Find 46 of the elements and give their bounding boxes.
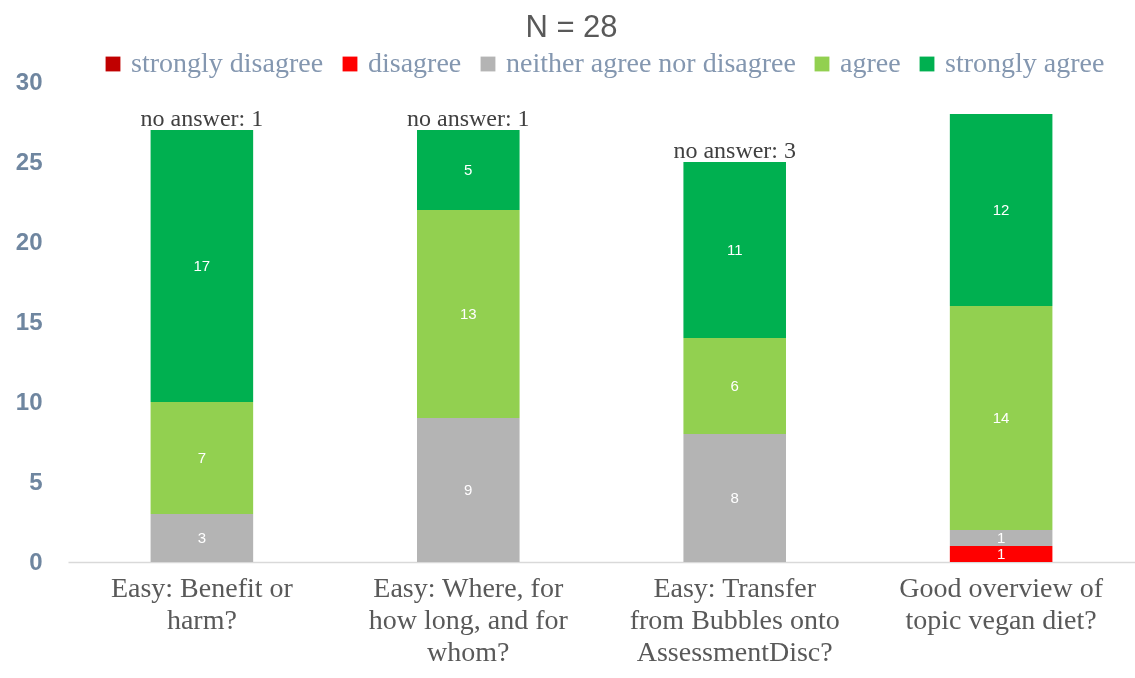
y-tick-label: 5 [29, 467, 43, 495]
x-tick-label: Easy: Transfer from Bubbles onto AssessmentDisc? [629, 571, 840, 667]
data-label: 7 [197, 449, 207, 466]
legend-label: strongly agree [945, 47, 1105, 78]
bar [949, 306, 1053, 530]
bar [150, 130, 254, 402]
chart-title: N = 28 [525, 9, 618, 44]
data-label: 12 [992, 201, 1010, 218]
x-tick-label: Easy: Benefit or harm? [110, 571, 294, 635]
x-tick-label: Easy: Where, for how long, and for whom? [368, 571, 569, 667]
bar [417, 130, 520, 210]
legend-label: agree [840, 47, 901, 78]
data-label: 6 [730, 377, 739, 394]
bar [949, 114, 1053, 306]
data-label: 1 [996, 529, 1006, 546]
data-label: 8 [730, 489, 739, 506]
y-tick-label: 10 [15, 387, 43, 415]
data-label: 17 [193, 257, 211, 274]
bar [949, 546, 1053, 562]
annotation: no answer: 1 [406, 105, 530, 131]
annotation: no answer: 1 [140, 105, 264, 131]
bar [949, 530, 1053, 546]
bar [417, 418, 520, 562]
legend-label: strongly disagree [131, 47, 324, 78]
legend-label: neither agree nor disagree [506, 47, 796, 78]
legend-label: disagree [368, 47, 462, 78]
bar [150, 514, 254, 562]
bar [683, 434, 786, 562]
y-tick-label: 30 [15, 67, 43, 95]
data-label: 11 [726, 241, 743, 258]
data-label: 1 [996, 545, 1006, 562]
data-label: 14 [992, 409, 1010, 426]
bar [150, 402, 254, 514]
data-label: 3 [197, 529, 207, 546]
y-tick-label: 25 [15, 147, 43, 175]
data-label: 9 [464, 481, 473, 498]
y-tick-label: 15 [15, 307, 43, 335]
y-tick-label: 20 [15, 227, 43, 255]
annotation: no answer: 3 [673, 137, 797, 163]
bar [683, 162, 786, 338]
x-tick-label: Good overview of topic vegan diet? [899, 571, 1104, 635]
y-tick-label: 0 [29, 547, 43, 575]
data-label: 13 [459, 305, 477, 322]
bar [417, 210, 520, 418]
bar [683, 338, 786, 434]
data-label: 5 [464, 161, 473, 178]
